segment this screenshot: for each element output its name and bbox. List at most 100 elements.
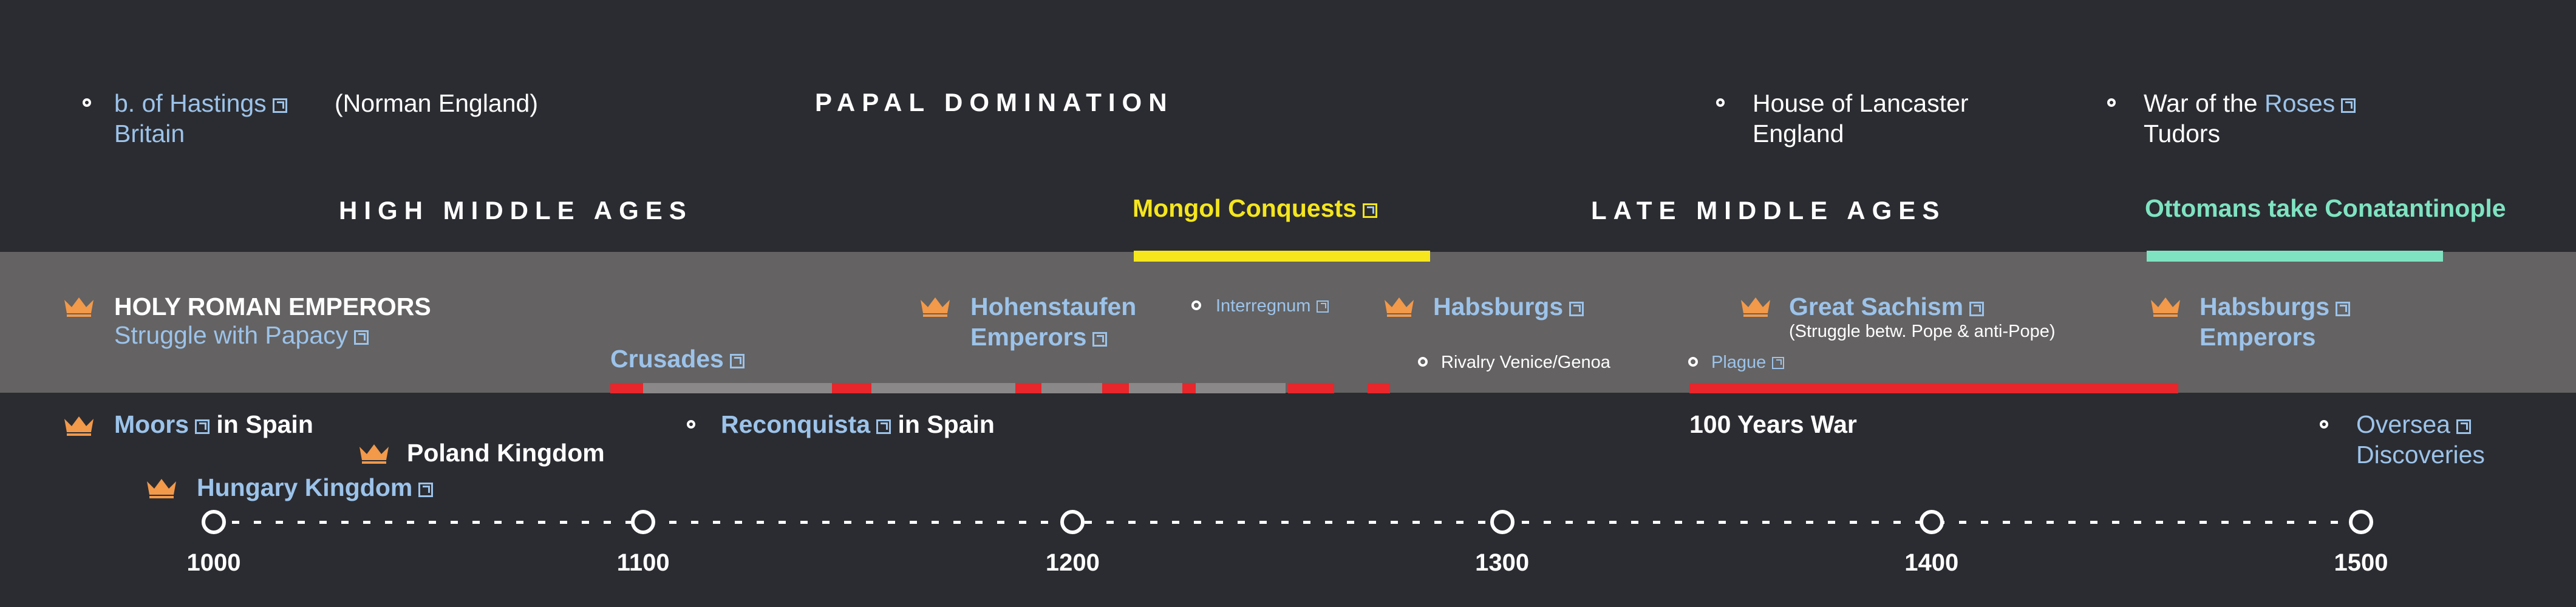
axis-dash — [1893, 521, 1901, 524]
axis-dash — [866, 521, 873, 524]
axis-dash — [1719, 521, 1726, 524]
axis-dash — [1566, 521, 1573, 524]
habsburgs-2-line-1[interactable]: Habsburgs — [2199, 293, 2330, 320]
axis-dash — [910, 521, 917, 524]
era-high-middle-ages: HIGH MIDDLE AGES — [339, 196, 693, 225]
external-link-icon[interactable] — [272, 98, 287, 113]
axis-dash — [560, 521, 567, 524]
axis-dash — [997, 521, 1004, 524]
axis-dash — [1784, 521, 1791, 524]
hungary-link[interactable]: Hungary Kingdom — [197, 473, 413, 501]
axis-dash — [1653, 521, 1660, 524]
event-plague[interactable]: Plague — [1711, 351, 1785, 374]
axis-dash — [691, 521, 698, 524]
oversea-line-2[interactable]: Discoveries — [2356, 441, 2485, 469]
external-link-icon[interactable] — [1092, 332, 1108, 347]
event-habsburgs-1[interactable]: Habsburgs — [1433, 291, 1584, 322]
axis-dash — [451, 521, 458, 524]
axis-tick-marker — [2349, 510, 2373, 534]
external-link-icon[interactable] — [876, 419, 891, 434]
axis-dash — [407, 521, 414, 524]
event-hohenstaufen[interactable]: Hohenstaufen Emperors — [970, 291, 1136, 352]
axis-dash — [800, 521, 808, 524]
reconquista-link[interactable]: Reconquista — [721, 410, 871, 438]
axis-dash — [1150, 521, 1157, 524]
event-great-schism[interactable]: Great Sachism — [1789, 291, 1985, 322]
axis-dash — [822, 521, 830, 524]
axis-dash — [1740, 521, 1748, 524]
crusades-link[interactable]: Crusades — [610, 345, 724, 373]
axis-dash — [2331, 521, 2338, 524]
event-oversea-discoveries[interactable]: Oversea Discoveries — [2356, 409, 2485, 470]
event-war-of-roses[interactable]: War of the Roses Tudors — [2144, 88, 2356, 149]
axis-dash — [494, 521, 502, 524]
ottoman-period-bar — [2147, 251, 2443, 262]
axis-dash — [1697, 521, 1704, 524]
crusade-segment — [1182, 383, 1196, 393]
external-link-icon[interactable] — [729, 354, 745, 368]
axis-dash — [298, 521, 305, 524]
external-link-icon[interactable] — [1969, 302, 1985, 316]
event-ottomans[interactable]: Ottomans take Conatantinople — [2145, 194, 2506, 222]
habsburgs-2-line-2[interactable]: Emperors — [2199, 323, 2316, 351]
hre-sub[interactable]: Struggle with Papacy — [114, 320, 369, 350]
crusade-segment — [1015, 383, 1041, 393]
event-reconquista[interactable]: Reconquista in Spain — [721, 409, 995, 439]
hastings-link[interactable]: b. of Hastings — [114, 89, 267, 117]
moors-link[interactable]: Moors — [114, 410, 189, 438]
event-norman-england: (Norman England) — [335, 89, 538, 117]
axis-dash — [735, 521, 742, 524]
habsburgs-1-link[interactable]: Habsburgs — [1433, 293, 1564, 320]
event-mongol-conquests[interactable]: Mongol Conquests — [1133, 193, 1377, 223]
crusade-segment — [610, 383, 643, 393]
external-link-icon[interactable] — [354, 330, 369, 345]
external-link-icon[interactable] — [1772, 357, 1785, 369]
mongol-label[interactable]: Mongol Conquests — [1133, 194, 1357, 222]
external-link-icon[interactable] — [1362, 203, 1377, 218]
hohen-line-2[interactable]: Emperors — [970, 323, 1087, 351]
event-moors[interactable]: Moors in Spain — [114, 409, 313, 439]
event-crusades[interactable]: Crusades — [610, 344, 745, 374]
schism-link[interactable]: Great Sachism — [1789, 293, 1964, 320]
axis-dash — [975, 521, 983, 524]
event-poland: Poland Kingdom — [407, 439, 605, 467]
crusade-segment — [1368, 383, 1390, 393]
external-link-icon[interactable] — [2336, 302, 2351, 316]
external-link-icon[interactable] — [2341, 98, 2356, 113]
crown-icon — [64, 297, 94, 317]
circle-marker-icon — [2320, 420, 2328, 429]
axis-dash — [1762, 521, 1770, 524]
axis-dash — [538, 521, 545, 524]
axis-dash — [1128, 521, 1136, 524]
external-link-icon[interactable] — [418, 483, 434, 497]
circle-marker-icon — [1688, 357, 1698, 367]
external-link-icon[interactable] — [1569, 302, 1584, 316]
crown-icon — [1741, 297, 1770, 317]
event-lancaster: House of Lancaster England — [1753, 88, 1969, 149]
axis-dash — [1609, 521, 1617, 524]
era-papal-domination: PAPAL DOMINATION — [815, 88, 1174, 117]
event-habsburgs-2[interactable]: Habsburgs Emperors — [2199, 291, 2351, 352]
roses-link[interactable]: Roses — [2264, 89, 2336, 117]
axis-dash — [254, 521, 261, 524]
external-link-icon[interactable] — [1317, 300, 1329, 313]
external-link-icon[interactable] — [195, 419, 210, 434]
period-band — [0, 252, 2576, 393]
event-interregnum[interactable]: Interregnum — [1216, 294, 1329, 317]
external-link-icon[interactable] — [2456, 419, 2471, 434]
hohen-line-1[interactable]: Hohenstaufen — [970, 293, 1137, 320]
axis-dash — [1259, 521, 1267, 524]
event-rivalry: Rivalry Venice/Genoa — [1441, 353, 1610, 372]
axis-dash — [932, 521, 939, 524]
axis-dash — [669, 521, 676, 524]
event-hastings[interactable]: b. of Hastings Britain — [114, 88, 287, 149]
interregnum-link[interactable]: Interregnum — [1216, 296, 1311, 316]
crusade-segment — [832, 383, 871, 393]
axis-dash — [1434, 521, 1442, 524]
plague-link[interactable]: Plague — [1711, 353, 1767, 372]
event-hungary[interactable]: Hungary Kingdom — [197, 472, 434, 503]
axis-dash — [319, 521, 327, 524]
hre-sub-link[interactable]: Struggle with Papacy — [114, 321, 349, 349]
crown-icon — [1385, 297, 1414, 317]
oversea-line-1[interactable]: Oversea — [2356, 410, 2450, 438]
